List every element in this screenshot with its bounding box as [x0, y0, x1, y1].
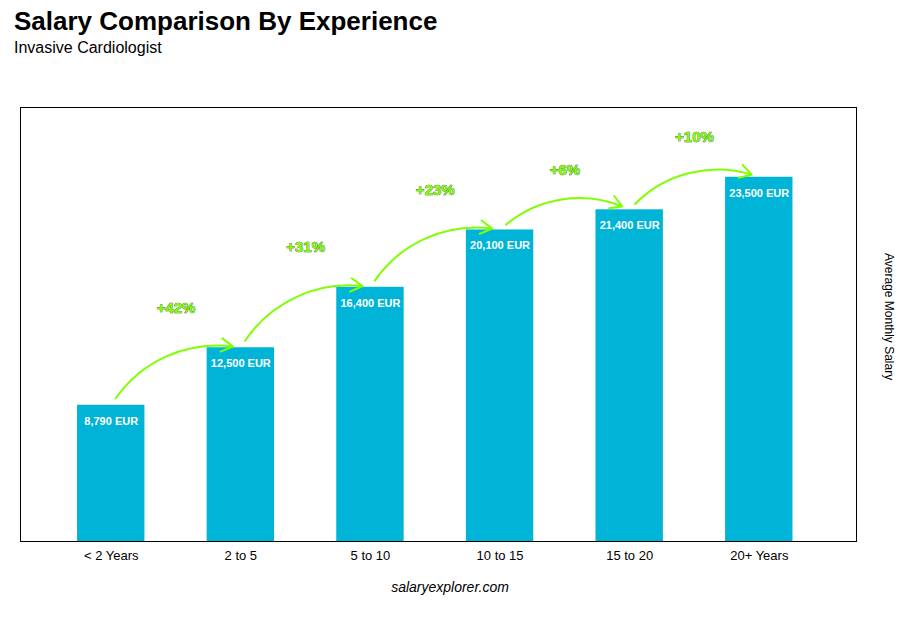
svg-text:16,400 EUR: 16,400 EUR — [340, 297, 400, 309]
svg-text:21,400 EUR: 21,400 EUR — [600, 219, 660, 231]
svg-text:23,500 EUR: 23,500 EUR — [729, 187, 789, 199]
svg-text:+10%: +10% — [675, 128, 714, 145]
html-text:salaryexplorer.com: salaryexplorer.com — [391, 579, 509, 595]
html-text:Average Monthly Salary: Average Monthly Salary — [882, 253, 896, 381]
svg-text:2 to 5: 2 to 5 — [225, 548, 258, 563]
svg-text:5 to 10: 5 to 10 — [351, 548, 391, 563]
html-text:Salary Comparison By Experienc: Salary Comparison By Experience — [14, 6, 438, 36]
html-text:Invasive Cardiologist: Invasive Cardiologist — [14, 39, 162, 56]
svg-text:< 2 Years: < 2 Years — [84, 548, 139, 563]
svg-text:12,500 EUR: 12,500 EUR — [211, 357, 271, 369]
svg-text:+31%: +31% — [286, 238, 325, 255]
svg-text:+42%: +42% — [157, 299, 196, 316]
svg-text:10 to 15: 10 to 15 — [477, 548, 524, 563]
svg-text:+23%: +23% — [416, 181, 455, 198]
svg-text:20+ Years: 20+ Years — [730, 548, 789, 563]
svg-text:8,790 EUR: 8,790 EUR — [84, 415, 138, 427]
svg-text:+6%: +6% — [550, 161, 580, 178]
svg-text:15 to 20: 15 to 20 — [606, 548, 653, 563]
svg-text:20,100 EUR: 20,100 EUR — [470, 239, 530, 251]
